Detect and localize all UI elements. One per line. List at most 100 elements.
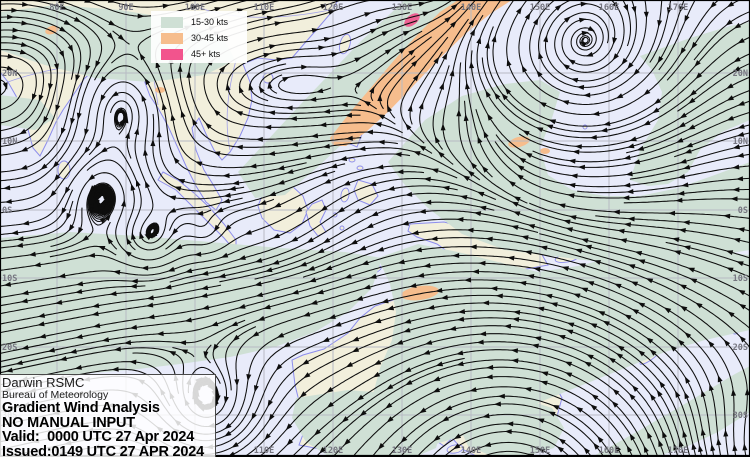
- arrowhead-icon: [472, 269, 479, 275]
- arrowhead-icon: [564, 372, 573, 378]
- arrowhead-icon: [675, 197, 683, 203]
- arrowhead-icon: [85, 64, 91, 73]
- arrowhead-icon: [466, 227, 474, 233]
- arrowhead-icon: [477, 191, 485, 197]
- streamline: [113, 107, 128, 135]
- arrowhead-icon: [586, 354, 594, 360]
- lat-label-left: 10S: [2, 274, 17, 284]
- arrowhead-icon: [493, 401, 501, 407]
- streamline: [188, 0, 433, 154]
- island: [339, 33, 351, 55]
- arrowhead-icon: [359, 410, 367, 417]
- arrowhead-icon: [579, 17, 587, 23]
- arrowhead-icon: [725, 250, 734, 255]
- arrowhead-icon: [20, 146, 28, 152]
- lat-label-left: 20S: [2, 343, 17, 353]
- arrowhead-icon: [513, 196, 521, 202]
- arrowhead-icon: [448, 326, 457, 331]
- arrowhead-icon: [739, 335, 746, 343]
- arrowhead-icon: [22, 1, 30, 7]
- arrowhead-icon: [21, 345, 29, 350]
- arrowhead-icon: [146, 295, 154, 301]
- arrowhead-icon: [483, 130, 489, 139]
- arrowhead-icon: [587, 26, 595, 32]
- arrowhead-icon: [643, 445, 649, 453]
- arrowhead-icon: [372, 371, 381, 378]
- arrowhead-icon: [432, 376, 441, 382]
- arrowhead-icon: [100, 147, 108, 153]
- arrowhead-icon: [323, 108, 331, 114]
- arrowhead-icon: [171, 228, 179, 236]
- legend-item: 30-45 kts: [161, 30, 247, 46]
- arrowhead-icon: [228, 186, 236, 191]
- arrowhead-icon: [310, 299, 318, 305]
- streamline: [475, 109, 750, 199]
- arrowhead-icon: [695, 302, 703, 309]
- arrowhead-icon: [318, 45, 326, 51]
- arrowhead-icon: [299, 261, 307, 267]
- arrowhead-icon: [575, 406, 584, 413]
- streamline: [476, 0, 750, 148]
- arrowhead-icon: [689, 89, 697, 96]
- arrowhead-icon: [439, 82, 444, 90]
- arrowhead-icon: [649, 393, 656, 401]
- arrowhead-icon: [205, 122, 212, 130]
- arrowhead-icon: [254, 281, 262, 287]
- arrowhead-icon: [235, 144, 243, 150]
- streamline: [458, 62, 528, 204]
- arrowhead-icon: [351, 347, 360, 353]
- arrowhead-icon: [469, 387, 477, 392]
- arrowhead-icon: [37, 313, 46, 318]
- arrowhead-icon: [486, 364, 494, 370]
- arrowhead-icon: [456, 361, 464, 367]
- lon-label-top: 150E: [530, 3, 550, 13]
- arrowhead-icon: [468, 18, 475, 26]
- arrowhead-icon: [405, 379, 413, 386]
- arrowhead-icon: [377, 139, 385, 145]
- arrowhead-icon: [340, 102, 348, 108]
- arrowhead-icon: [6, 65, 14, 71]
- arrowhead-icon: [597, 435, 604, 443]
- arrowhead-icon: [374, 122, 382, 128]
- arrowhead-icon: [485, 90, 491, 98]
- arrowhead-icon: [232, 334, 240, 342]
- island: [356, 165, 364, 171]
- legend-swatch-45plus: [161, 48, 183, 60]
- arrowhead-icon: [433, 56, 440, 64]
- arrowhead-icon: [345, 361, 353, 368]
- arrowhead-icon: [100, 76, 107, 84]
- arrowhead-icon: [150, 139, 156, 147]
- arrowhead-icon: [40, 163, 48, 170]
- arrowhead-icon: [223, 192, 231, 198]
- arrowhead-icon: [351, 336, 360, 342]
- streamline: [49, 245, 117, 258]
- arrowhead-icon: [98, 205, 106, 211]
- arrowhead-icon: [627, 62, 634, 70]
- streamline: [518, 89, 750, 153]
- arrowhead-icon: [395, 339, 404, 345]
- arrowhead-icon: [144, 234, 152, 241]
- arrowhead-icon: [77, 227, 84, 235]
- arrowhead-icon: [213, 151, 221, 157]
- arrowhead-icon: [75, 334, 83, 339]
- valid-time: Valid: 0000 UTC 27 Apr 2024: [2, 429, 195, 445]
- arrowhead-icon: [422, 349, 431, 355]
- lat-label-left: 10N: [2, 137, 17, 147]
- arrowhead-icon: [386, 416, 394, 423]
- product-title: Gradient Wind Analysis: [2, 400, 160, 416]
- arrowhead-icon: [225, 83, 231, 91]
- arrowhead-icon: [563, 219, 571, 225]
- arrowhead-icon: [503, 323, 512, 329]
- arrowhead-icon: [303, 154, 312, 160]
- arrowhead-icon: [668, 210, 675, 216]
- arrowhead-icon: [491, 35, 497, 43]
- arrowhead-icon: [636, 145, 645, 151]
- arrowhead-icon: [619, 238, 627, 244]
- arrowhead-icon: [495, 293, 503, 299]
- arrowhead-icon: [330, 163, 338, 169]
- streamline: [577, 177, 750, 194]
- arrowhead-icon: [276, 57, 284, 63]
- arrowhead-icon: [118, 118, 125, 126]
- arrowhead-icon: [162, 3, 170, 9]
- wind-speed-legend: 15-30 kts 30-45 kts 45+ kts: [151, 11, 247, 63]
